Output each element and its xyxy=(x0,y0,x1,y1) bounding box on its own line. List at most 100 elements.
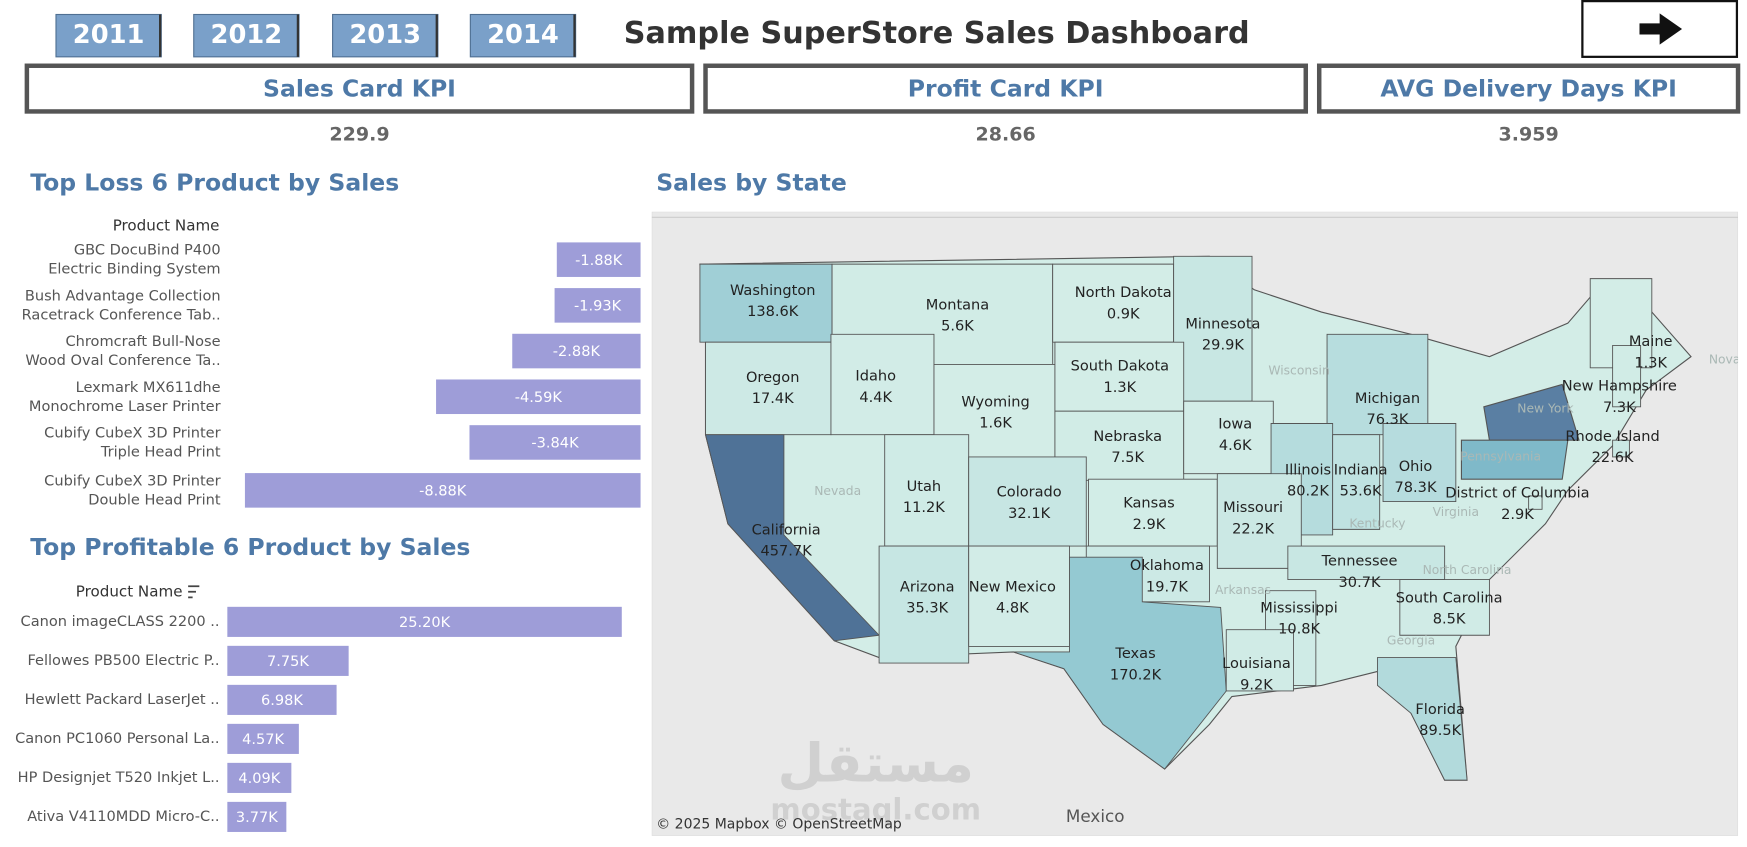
category-label: HP Designjet T520 Inkjet L.. xyxy=(18,770,220,786)
state-name: Kansas xyxy=(1123,496,1175,512)
bar xyxy=(227,606,622,637)
year-button-label[interactable]: 2014 xyxy=(487,20,559,50)
state-value: 8.5K xyxy=(1433,612,1466,628)
state-value: 17.4K xyxy=(752,391,794,407)
bar-value-label: 7.75K xyxy=(267,654,309,670)
watermark: مستقل xyxy=(777,731,974,794)
state-name: New Hampshire xyxy=(1562,379,1677,395)
watermark: mostaql.com xyxy=(770,792,981,826)
category-label: Lexmark MX611dhe xyxy=(76,380,221,396)
state-shape xyxy=(1382,423,1457,502)
arrow-icon xyxy=(1639,13,1683,45)
state-name: South Carolina xyxy=(1396,590,1503,606)
state-value: 0.9K xyxy=(1107,306,1140,322)
basemap-label: North Carolina xyxy=(1423,563,1512,577)
year-button-label[interactable]: 2013 xyxy=(349,20,421,50)
map: Nevada Wisconsin New York Pennsylvania Kentu… xyxy=(651,211,1739,836)
year-button-label[interactable]: 2011 xyxy=(73,20,145,50)
state-layer: Nevada Wisconsin New York Pennsylvania Kentu… xyxy=(699,255,1738,826)
state-shape xyxy=(1052,263,1175,343)
category-label: Canon PC1060 Personal La.. xyxy=(15,731,219,747)
bar xyxy=(469,425,641,460)
state-value: 9.2K xyxy=(1240,677,1273,693)
bar xyxy=(512,333,641,369)
state-value: 4.6K xyxy=(1219,438,1252,454)
bar xyxy=(227,645,349,676)
state-value: 19.7K xyxy=(1146,579,1188,595)
state-name: North Dakota xyxy=(1075,285,1172,301)
kpi-title: Profit Card KPI xyxy=(908,75,1104,103)
state-shape xyxy=(1460,439,1569,480)
basemap-label: Mexico xyxy=(1066,806,1125,826)
kpi-title: AVG Delivery Days KPI xyxy=(1380,75,1677,103)
year-button[interactable] xyxy=(332,13,439,58)
category-label: Cubify CubeX 3D Printer xyxy=(44,426,220,442)
state-name: Iowa xyxy=(1218,417,1252,433)
bar xyxy=(227,762,292,793)
bar-value-label: 3.77K xyxy=(236,810,278,826)
bar-value-label: -1.88K xyxy=(575,253,623,269)
year-button-label[interactable]: 2012 xyxy=(211,20,283,50)
state-name: Minnesota xyxy=(1185,316,1260,332)
state-shape xyxy=(1528,495,1543,510)
state-shape xyxy=(1054,341,1185,412)
state-name: Colorado xyxy=(997,485,1062,501)
state-shape xyxy=(1399,579,1490,636)
kpi-value: 229.9 xyxy=(329,123,389,145)
state-shape xyxy=(1612,345,1642,408)
state-name: Montana xyxy=(926,297,989,313)
state-name: Missouri xyxy=(1223,500,1283,516)
year-button[interactable] xyxy=(55,13,162,58)
state-name: Rhode Island xyxy=(1565,429,1659,445)
state-value: 2.9K xyxy=(1133,517,1166,533)
state-value: 22.2K xyxy=(1232,521,1274,537)
state-name: Nebraska xyxy=(1093,429,1162,445)
state-value: 1.3K xyxy=(1104,380,1137,396)
state-value: 5.6K xyxy=(941,319,974,335)
state-name: Texas xyxy=(1114,646,1155,662)
bar-value-label: 4.09K xyxy=(238,771,280,787)
bar-value-label: 4.57K xyxy=(242,732,284,748)
bar-value-label: 25.20K xyxy=(399,615,451,631)
bar-value-label: -8.88K xyxy=(419,484,467,500)
state-name: Ohio xyxy=(1399,459,1433,475)
state-value: 30.7K xyxy=(1339,575,1381,591)
category-label: Monochrome Laser Printer xyxy=(29,399,221,415)
category-label: Cubify CubeX 3D Printer xyxy=(44,473,220,489)
chart-title: Sales by State xyxy=(656,168,847,196)
category-label: GBC DocuBind P400 xyxy=(74,243,221,259)
state-value: 1.3K xyxy=(1634,355,1667,371)
state-value: 7.3K xyxy=(1603,400,1636,416)
bar xyxy=(227,684,337,715)
state-value: 2.9K xyxy=(1501,507,1534,523)
state-shape xyxy=(968,545,1070,647)
category-label: Wood Oval Conference Ta.. xyxy=(25,353,220,369)
basemap-label: New York xyxy=(1517,402,1574,416)
state-value: 7.5K xyxy=(1111,450,1144,466)
state-value: 138.6K xyxy=(747,304,799,320)
kpi-box xyxy=(24,63,695,114)
state-value: 80.2K xyxy=(1287,484,1329,500)
bar-value-label: -4.59K xyxy=(515,390,563,406)
category-label: Double Head Print xyxy=(88,492,221,508)
basemap-label: Arkansas xyxy=(1215,583,1271,597)
state-name: Tennessee xyxy=(1321,554,1398,570)
state-value: 11.2K xyxy=(903,500,945,516)
category-label: Chromcraft Bull-Nose xyxy=(66,334,221,350)
state-shape xyxy=(1088,478,1218,547)
column-header: Product Name xyxy=(76,582,183,600)
state-value: 35.3K xyxy=(906,601,948,617)
basemap-label: Nevada xyxy=(814,484,861,498)
year-button[interactable] xyxy=(469,13,577,58)
state-value: 53.6K xyxy=(1340,484,1382,500)
category-label: Electric Binding System xyxy=(48,262,220,278)
state-shape xyxy=(878,545,970,664)
year-button[interactable] xyxy=(193,13,300,58)
category-label: Bush Advantage Collection xyxy=(25,288,221,304)
bar-value-label: -2.88K xyxy=(553,344,601,360)
state-shape xyxy=(1376,657,1468,781)
state-shape xyxy=(968,456,1087,547)
sort-icon[interactable] xyxy=(188,585,200,599)
kpi-value: 28.66 xyxy=(976,123,1036,145)
